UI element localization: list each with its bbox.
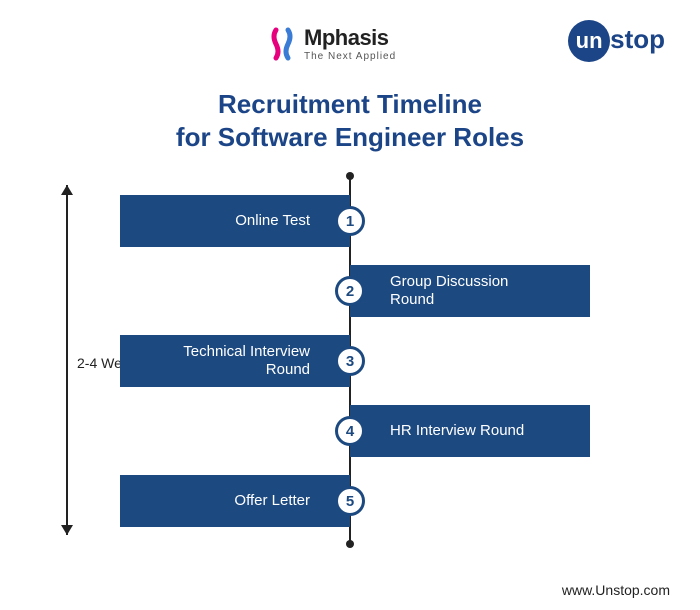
arrow-down-icon bbox=[61, 525, 73, 537]
mphasis-logo: Mphasis The Next Applied bbox=[270, 25, 396, 62]
duration-line bbox=[66, 185, 68, 535]
timeline-step: Online Test bbox=[120, 195, 350, 247]
timeline-step-number: 2 bbox=[335, 276, 365, 306]
timeline-step: Group Discussion Round bbox=[350, 265, 590, 317]
mphasis-logo-icon bbox=[270, 26, 296, 62]
timeline-step-label: Online Test bbox=[120, 195, 350, 247]
timeline-step: Technical Interview Round bbox=[120, 335, 350, 387]
timeline-step: HR Interview Round bbox=[350, 405, 590, 457]
unstop-suffix: stop bbox=[610, 24, 665, 54]
mphasis-name: Mphasis bbox=[304, 25, 396, 51]
duration-bracket: 2-4 Weeks bbox=[57, 185, 77, 535]
footer-url: www.Unstop.com bbox=[562, 582, 670, 598]
title-line-2: for Software Engineer Roles bbox=[176, 122, 524, 152]
timeline-step-number: 1 bbox=[335, 206, 365, 236]
timeline-step-number: 4 bbox=[335, 416, 365, 446]
mphasis-text-block: Mphasis The Next Applied bbox=[304, 25, 396, 62]
timeline-step-label: Technical Interview Round bbox=[120, 335, 350, 387]
timeline-step-label: Offer Letter bbox=[120, 475, 350, 527]
timeline-cap-top-icon bbox=[346, 172, 354, 180]
unstop-logo: unstop bbox=[568, 20, 665, 62]
timeline-step-label: HR Interview Round bbox=[350, 405, 590, 457]
timeline: 2-4 Weeks Online TestGroup Discussion Ro… bbox=[0, 175, 700, 555]
timeline-cap-bottom-icon bbox=[346, 540, 354, 548]
unstop-badge-icon: un bbox=[568, 20, 610, 62]
page-title: Recruitment Timeline for Software Engine… bbox=[0, 88, 700, 153]
timeline-step: Offer Letter bbox=[120, 475, 350, 527]
timeline-step-label: Group Discussion Round bbox=[350, 265, 590, 317]
title-line-1: Recruitment Timeline bbox=[218, 89, 482, 119]
timeline-step-number: 5 bbox=[335, 486, 365, 516]
header: Mphasis The Next Applied unstop bbox=[0, 0, 700, 80]
timeline-step-number: 3 bbox=[335, 346, 365, 376]
mphasis-tagline: The Next Applied bbox=[304, 51, 396, 62]
